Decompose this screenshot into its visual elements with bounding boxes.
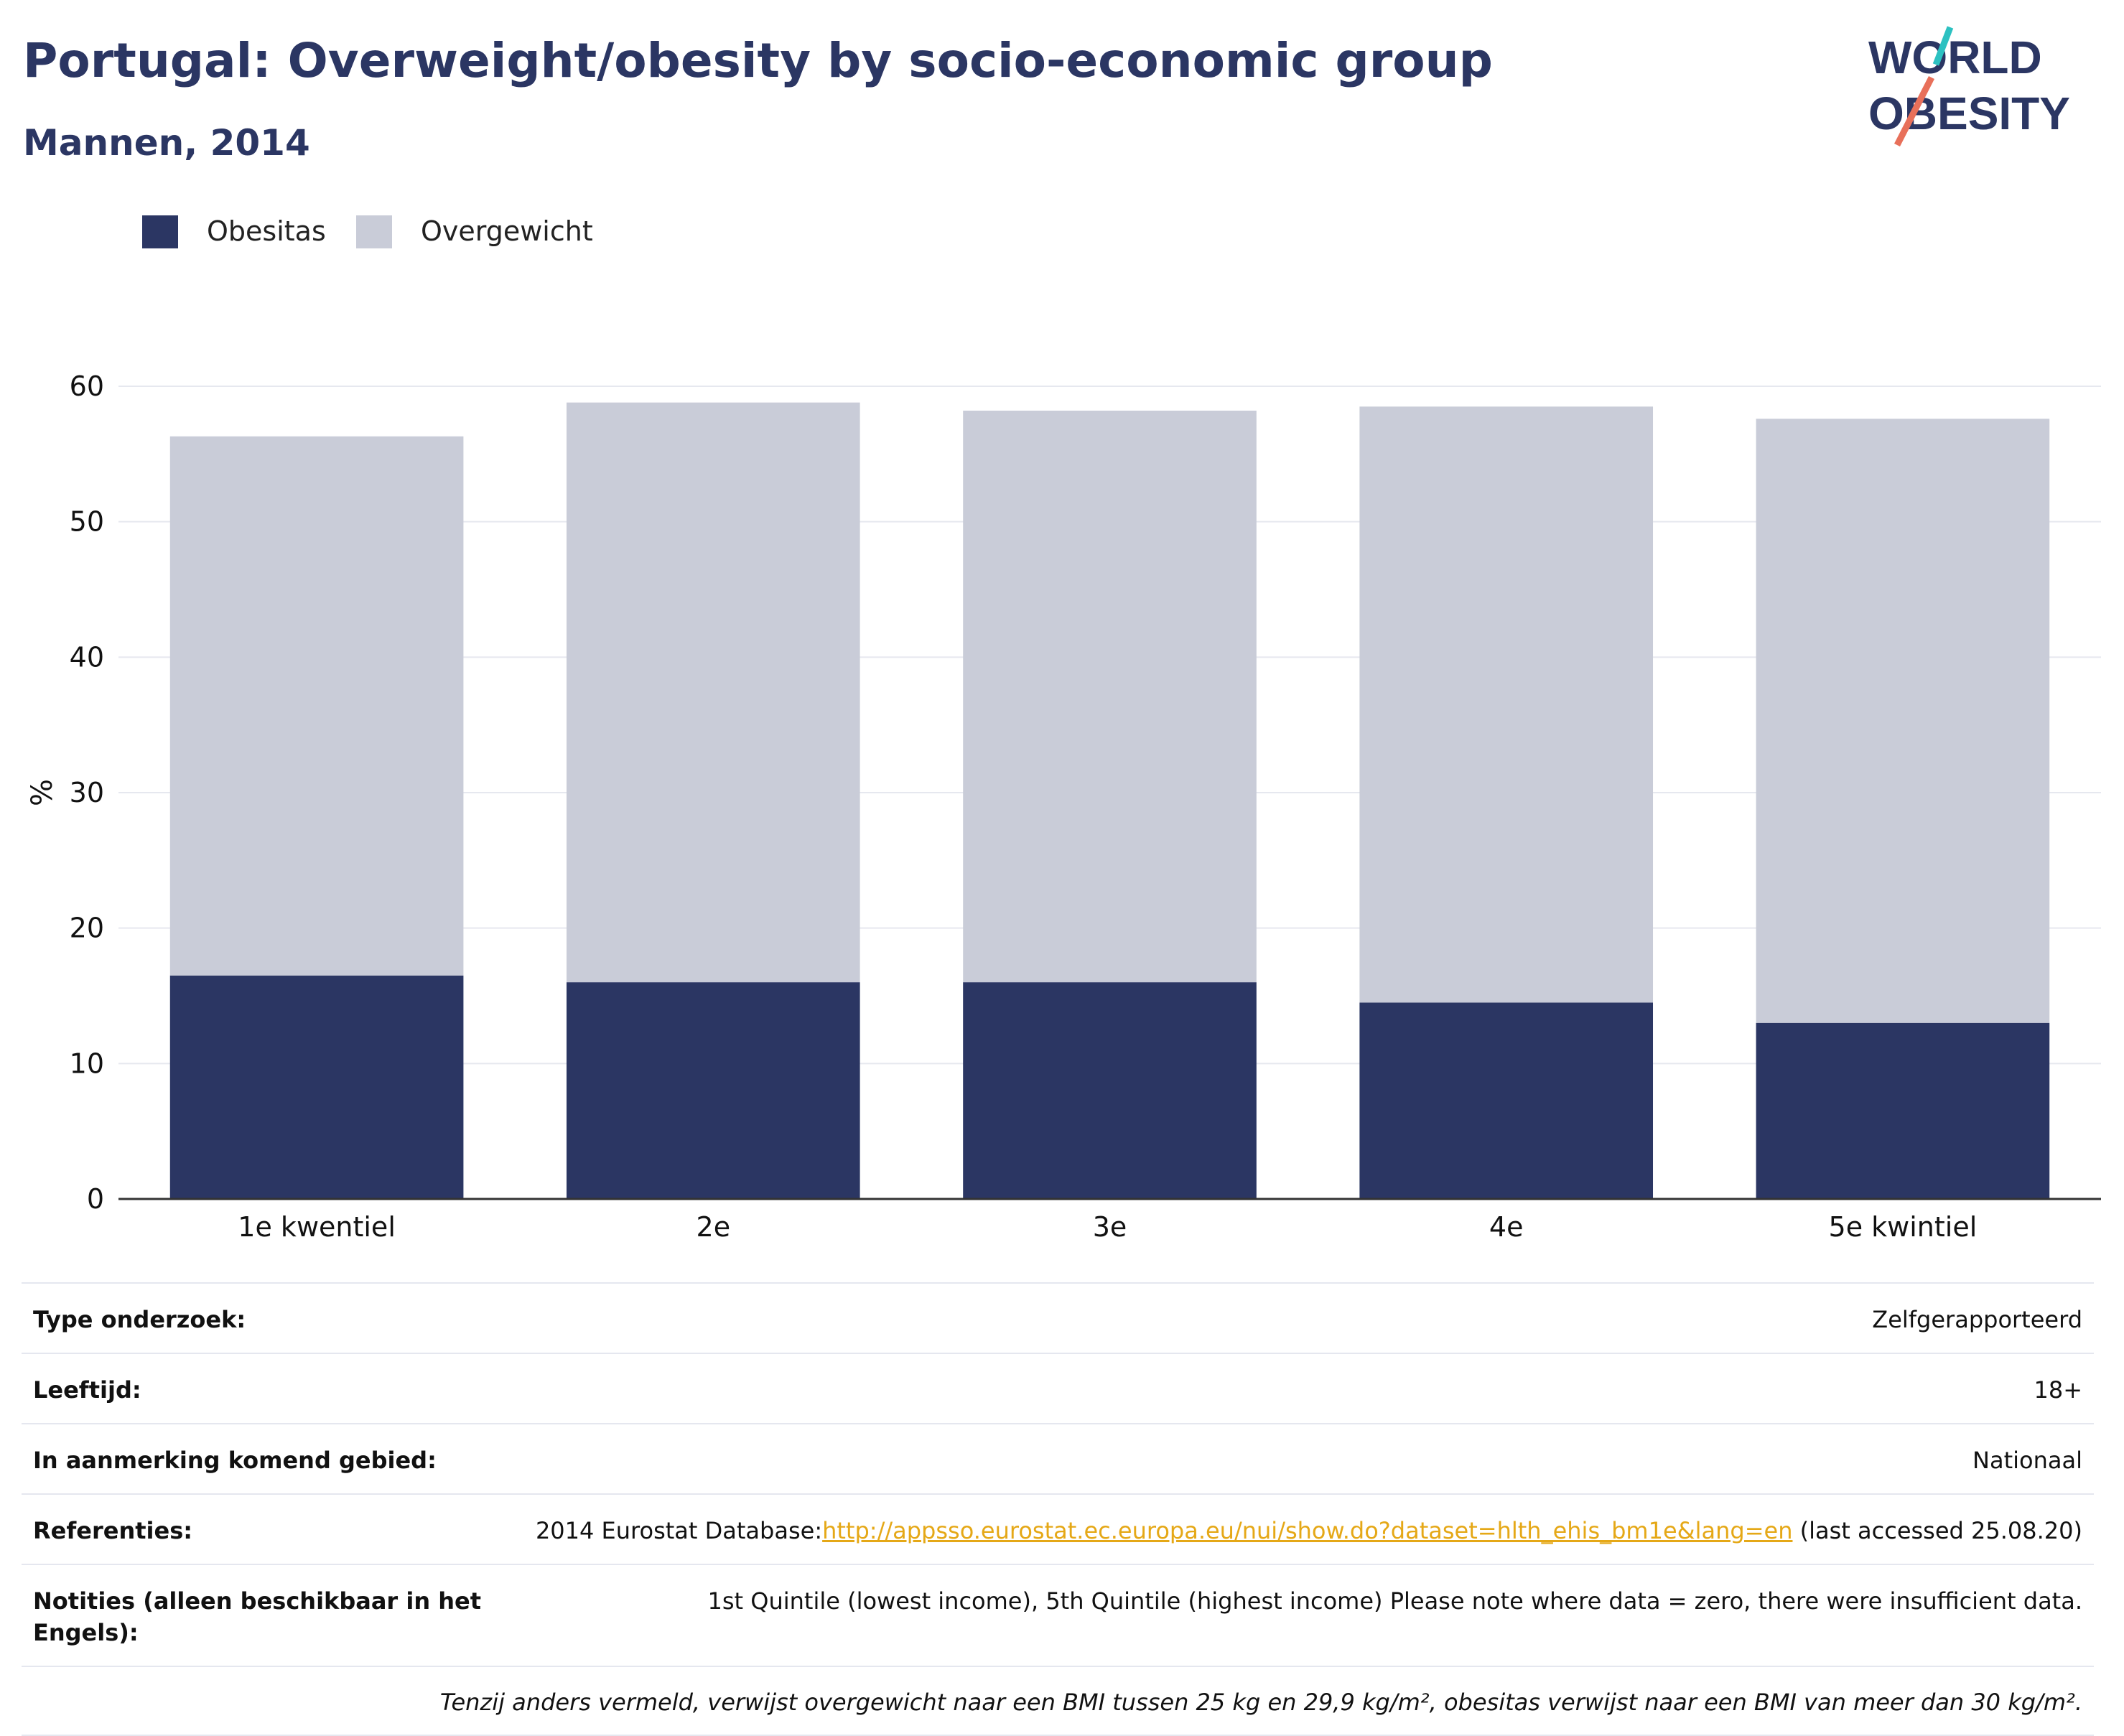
bar-obesitas [963,982,1257,1199]
logo-teal-stroke [1932,26,1954,66]
info-value: Nationaal [1972,1447,2082,1474]
footnote: Tenzij anders vermeld, verwijst overgewi… [22,1667,2094,1736]
reference-link[interactable]: http://appsso.eurostat.ec.europa.eu/nui/… [822,1517,1793,1544]
chart-subtitle: Mannen, 2014 [23,122,310,164]
bar-obesitas [1756,1022,2050,1199]
stacked-bar-chart: 0 10 20 30 40 50 60 1e kwentiel 2e 3e 4e 5e kwintie… [26,370,2101,1243]
bar-obesitas [169,975,464,1199]
info-value: 18+ [2034,1376,2082,1404]
bar-obesitas [566,982,860,1199]
info-value: 2014 Eurostat Database:http://appsso.eur… [536,1515,2082,1546]
world-obesity-logo: WORLD OBESITY [1868,26,2070,147]
y-tick-label: 30 [70,777,104,808]
y-tick-label: 60 [70,370,104,402]
legend-swatch-obesitas [142,215,178,248]
reference-suffix: (last accessed 25.08.20) [1792,1517,2082,1544]
x-tick-label: 4e [1489,1211,1524,1243]
bar-overgewicht [169,436,464,976]
info-label: Leeftijd: [33,1376,141,1404]
reference-prefix: 2014 Eurostat Database: [535,1517,823,1544]
info-row-references: Referenties: 2014 Eurostat Database:http… [22,1495,2094,1565]
x-tick-label: 2e [697,1211,731,1243]
logo-line1: WORLD [1868,32,2042,83]
x-tick-label: 3e [1093,1211,1127,1243]
info-label: Referenties: [33,1517,193,1544]
info-row-notes: Notities (alleen beschikbaar in het Enge… [22,1565,2094,1667]
info-label: Type onderzoek: [33,1306,246,1333]
bar-overgewicht [1756,419,2050,1023]
logo-coral-stroke [1894,75,1935,147]
info-value: Zelfgerapporteerd [1872,1306,2082,1333]
y-tick-label: 0 [87,1183,104,1215]
info-row-survey-type: Type onderzoek: Zelfgerapporteerd [22,1284,2094,1354]
y-tick-label: 40 [70,641,104,673]
y-tick-label: 10 [70,1047,104,1079]
logo-line2: OBESITY [1868,88,2070,139]
x-tick-label: 5e kwintiel [1829,1211,1978,1243]
bar-overgewicht [963,410,1257,983]
bar-obesitas [1359,1002,1654,1199]
bar-overgewicht [1359,406,1654,1003]
x-tick-label: 1e kwentiel [238,1211,396,1243]
chart-title: Portugal: Overweight/obesity by socio-ec… [23,33,1493,88]
info-label: Notities (alleen beschikbaar in het Enge… [33,1587,482,1646]
y-axis-title: % [26,779,59,806]
y-tick-label: 50 [70,506,104,538]
info-row-age: Leeftijd: 18+ [22,1354,2094,1424]
info-row-area: In aanmerking komend gebied: Nationaal [22,1424,2094,1495]
info-label: In aanmerking komend gebied: [33,1447,437,1474]
legend-label-overgewicht: Overgewicht [421,215,593,247]
info-value: 1st Quintile (lowest income), 5th Quinti… [707,1587,2083,1615]
bar-overgewicht [566,402,860,983]
y-tick-label: 20 [70,913,104,944]
legend-label-obesitas: Obesitas [207,215,326,247]
legend-swatch-overgewicht [356,215,392,248]
info-table: Type onderzoek: Zelfgerapporteerd Leefti… [22,1282,2094,1736]
